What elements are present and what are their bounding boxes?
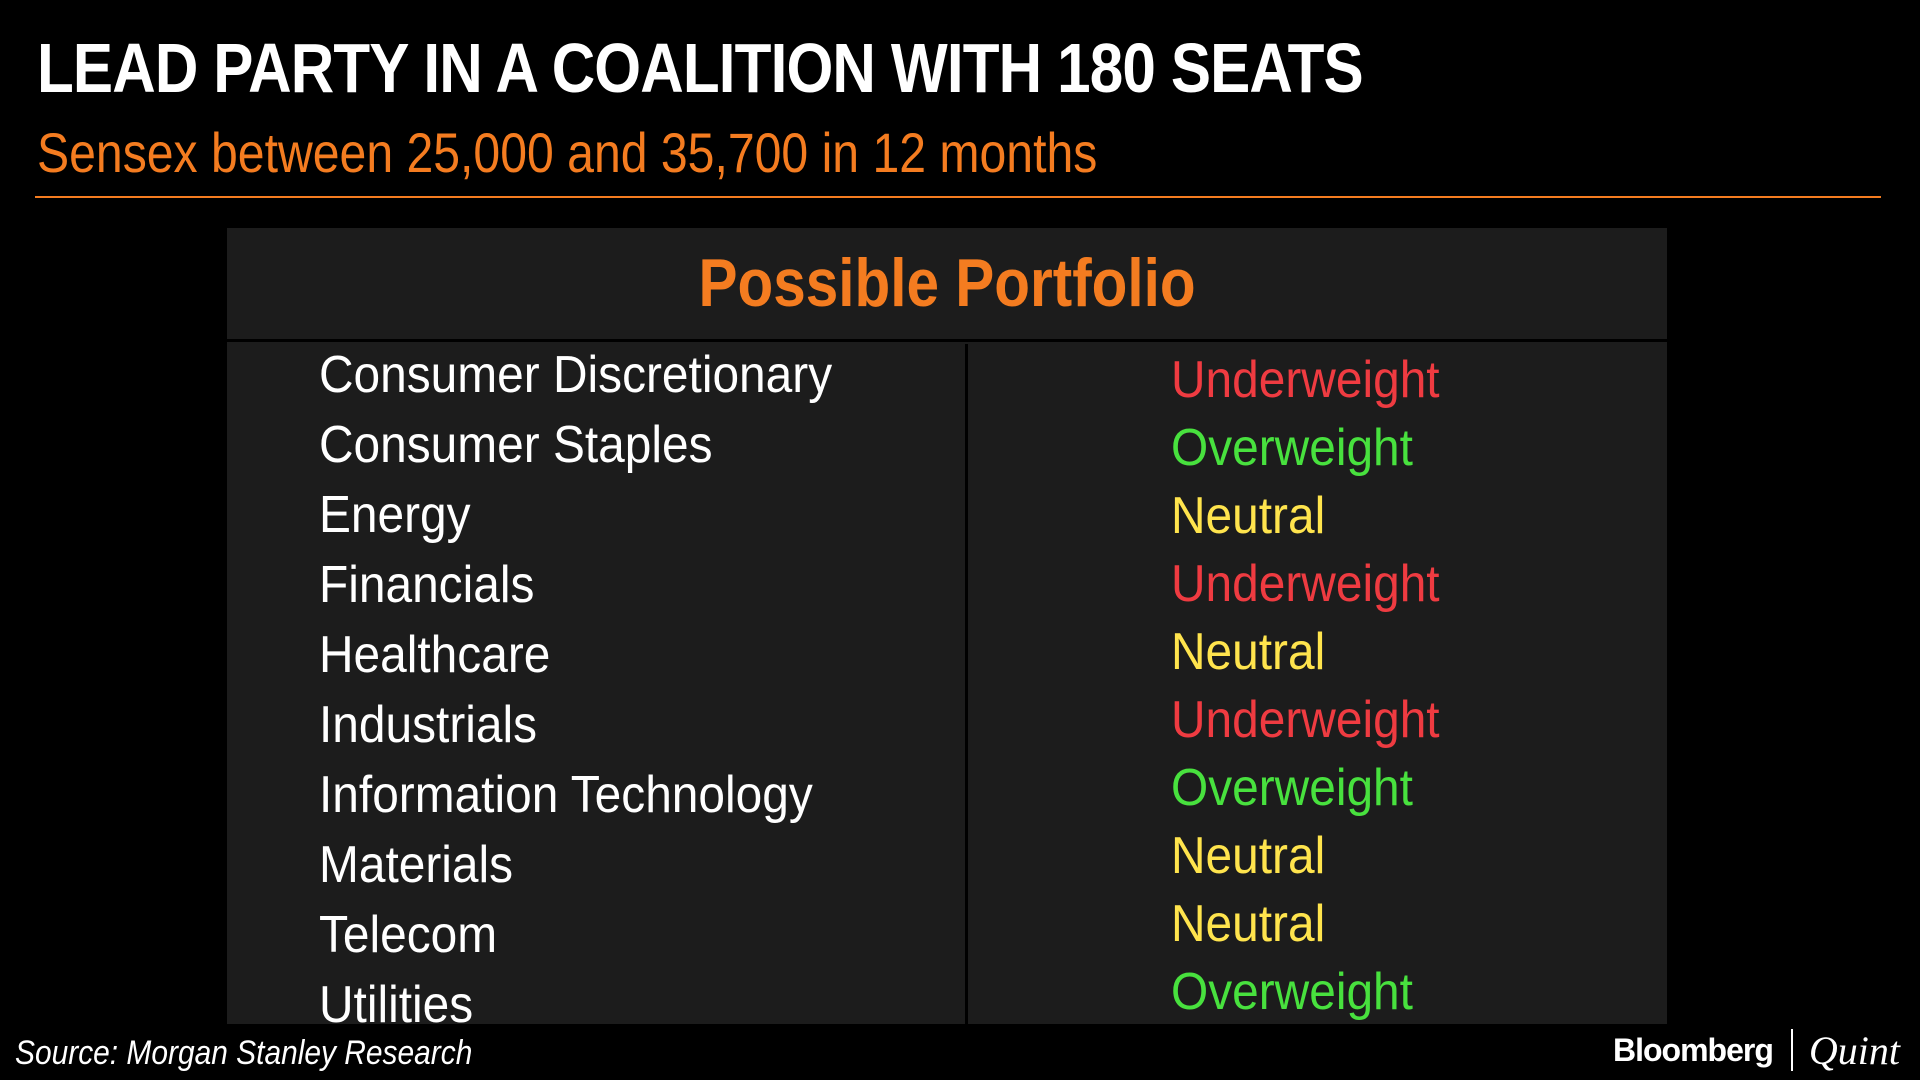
page-title: LEAD PARTY IN A COALITION WITH 180 SEATS: [37, 29, 1364, 107]
rating-underweight: Underweight: [1171, 691, 1440, 749]
sector-label: Materials: [319, 836, 514, 894]
sector-label: Industrials: [319, 696, 538, 754]
rating-neutral: Neutral: [1171, 827, 1326, 885]
column-divider: [965, 344, 968, 1024]
portfolio-title: Possible Portfolio: [698, 245, 1196, 321]
sector-label: Utilities: [319, 976, 474, 1034]
header-rule: [35, 196, 1881, 198]
sector-label: Healthcare: [319, 626, 551, 684]
source-note: Source: Morgan Stanley Research: [15, 1034, 473, 1072]
rating-overweight: Overweight: [1171, 759, 1413, 817]
bloombergquint-logo: Bloomberg Quint: [1613, 1026, 1900, 1074]
rating-neutral: Neutral: [1171, 623, 1326, 681]
sector-list: Consumer Discretionary Consumer Staples …: [319, 340, 877, 1040]
rating-underweight: Underweight: [1171, 555, 1440, 613]
sector-label: Information Technology: [319, 766, 813, 824]
rating-neutral: Neutral: [1171, 895, 1326, 953]
sector-label: Consumer Staples: [319, 416, 713, 474]
sector-label: Consumer Discretionary: [319, 346, 833, 404]
sector-label: Telecom: [319, 906, 498, 964]
rating-overweight: Overweight: [1171, 963, 1413, 1021]
rating-neutral: Neutral: [1171, 487, 1326, 545]
rating-list: Underweight Overweight Neutral Underweig…: [1171, 346, 1463, 1026]
sector-label: Energy: [319, 486, 471, 544]
portfolio-header: Possible Portfolio: [227, 228, 1667, 342]
rating-underweight: Underweight: [1171, 351, 1440, 409]
logo-bloomberg: Bloomberg: [1612, 1031, 1774, 1068]
page-subtitle: Sensex between 25,000 and 35,700 in 12 m…: [37, 121, 1098, 184]
logo-separator: [1790, 1029, 1793, 1071]
logo-quint: Quint: [1808, 1027, 1900, 1073]
sector-label: Financials: [319, 556, 535, 614]
rating-overweight: Overweight: [1171, 419, 1413, 477]
portfolio-panel: Possible Portfolio Consumer Discretionar…: [227, 228, 1667, 1034]
